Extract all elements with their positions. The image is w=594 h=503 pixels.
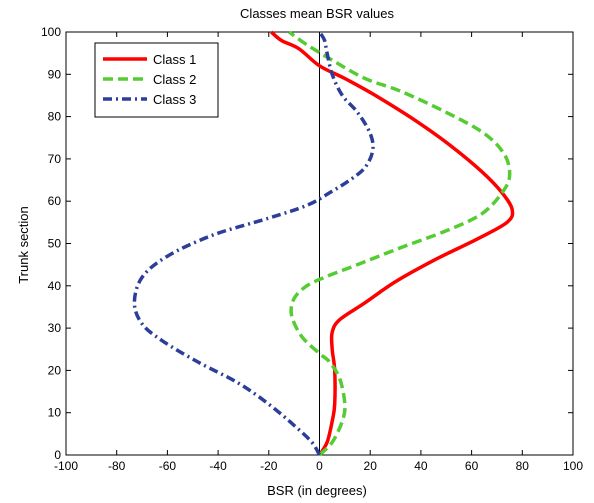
x-tick-label-2: -60 [159,459,177,473]
plot-area: -100 -80 -60 -40 -20 0 20 40 60 80 100 0 10 20 30 40 50 6… [41,25,583,473]
y-tick-label-3: 30 [48,321,62,335]
y-tick-label-8: 80 [48,110,62,124]
x-tick-label-6: 20 [364,459,378,473]
x-tick-label-3: -40 [209,459,227,473]
x-tick-label-4: -20 [260,459,278,473]
y-tick-label-0: 0 [54,448,61,462]
legend-label-2: Class 2 [153,72,196,87]
series-line-3 [132,31,375,456]
series-line-1 [270,30,515,456]
y-tick-label-1: 10 [48,406,62,420]
x-tick-label-7: 40 [414,459,428,473]
series-line-2 [288,30,512,457]
y-tick-label-10: 100 [41,25,61,39]
legend-box [94,42,219,118]
x-tick-label-9: 80 [516,459,530,473]
x-tick-label-5: 0 [316,459,323,473]
legend-label-3: Class 3 [153,92,196,107]
x-tick-label-10: 100 [563,459,583,473]
y-tick-label-7: 70 [48,152,62,166]
y-axis-label: Trunk section [16,206,31,284]
legend-label-1: Class 1 [153,52,196,67]
y-tick-label-6: 60 [48,194,62,208]
chart-title: Classes mean BSR values [240,6,394,21]
y-tick-label-4: 40 [48,279,62,293]
y-tick-label-2: 20 [48,363,62,377]
x-tick-label-1: -80 [108,459,126,473]
x-tick-label-8: 60 [465,459,479,473]
y-tick-label-5: 50 [48,237,62,251]
x-axis-label: BSR (in degrees) [267,483,367,498]
x-tick-label-0: -100 [54,459,78,473]
y-tick-label-9: 90 [48,67,62,81]
